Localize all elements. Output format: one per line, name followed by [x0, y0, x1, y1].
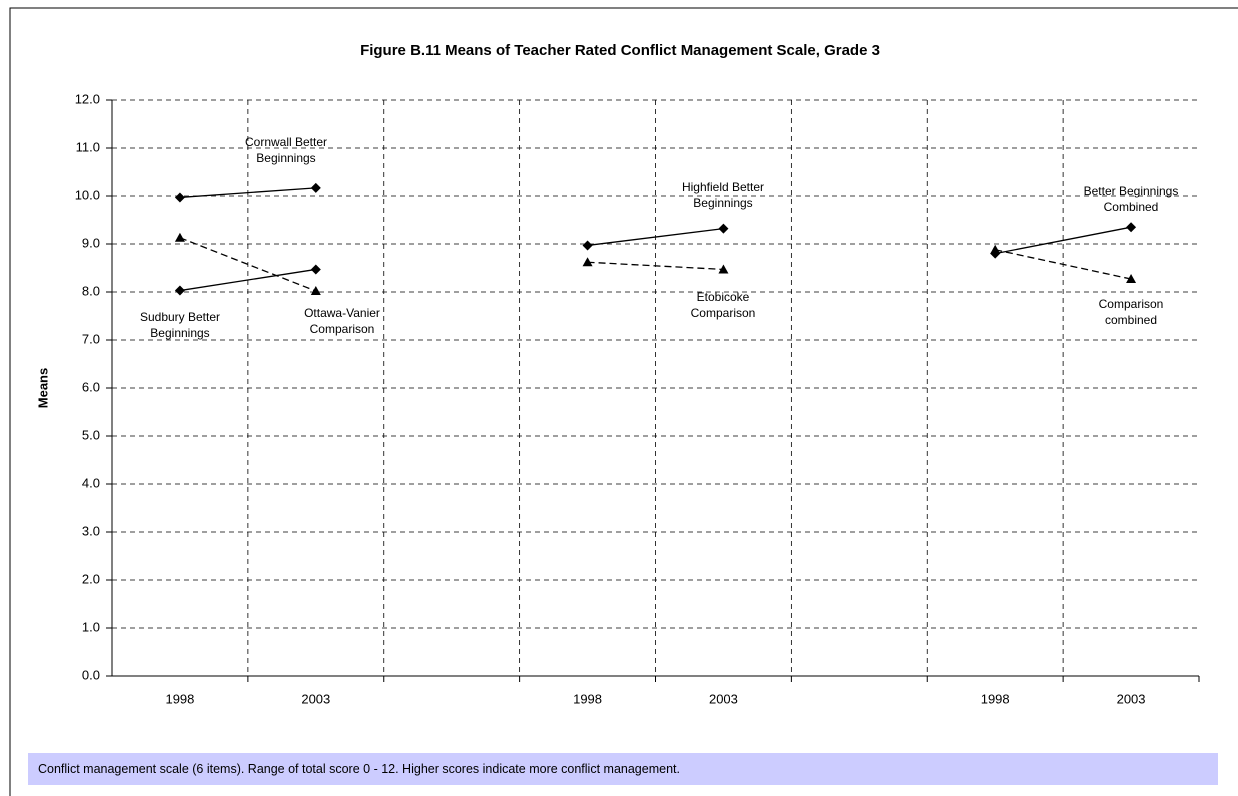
y-tick-label: 9.0 — [82, 235, 100, 250]
series-line — [179, 187, 316, 199]
x-tick-label: 1998 — [981, 691, 1010, 706]
y-tick-label: 7.0 — [82, 331, 100, 346]
series-label: Etobicoke Comparison — [690, 290, 756, 320]
series-line — [995, 249, 1132, 280]
y-tick-label: 11.0 — [76, 139, 100, 154]
marker — [718, 223, 729, 234]
footnote: Conflict management scale (6 items). Ran… — [28, 753, 1218, 785]
marker — [582, 257, 593, 267]
y-tick-label: 0.0 — [82, 667, 100, 682]
series-label: Comparison combined — [1098, 297, 1164, 327]
marker — [174, 232, 185, 242]
x-tick-label: 2003 — [1117, 691, 1146, 706]
marker — [174, 192, 185, 203]
y-tick-label: 3.0 — [82, 523, 100, 538]
x-tick-label: 2003 — [301, 691, 330, 706]
y-axis-label: Means — [35, 368, 50, 408]
y-tick-label: 10.0 — [75, 187, 100, 202]
y-tick-label: 6.0 — [82, 379, 100, 394]
marker — [990, 244, 1001, 254]
y-tick-label: 2.0 — [82, 571, 100, 586]
marker — [1126, 274, 1137, 284]
series-line — [995, 226, 1132, 255]
series-line — [179, 268, 316, 292]
series-line — [587, 261, 724, 271]
marker — [582, 240, 593, 251]
x-tick-label: 1998 — [165, 691, 194, 706]
chart-frame — [9, 7, 1238, 796]
series-label: Cornwall Better Beginnings — [244, 135, 328, 165]
marker — [310, 286, 321, 296]
y-tick-label: 4.0 — [82, 475, 100, 490]
y-tick-label: 1.0 — [82, 619, 100, 634]
marker — [310, 182, 321, 193]
y-tick-label: 5.0 — [82, 427, 100, 442]
x-tick-label: 1998 — [573, 691, 602, 706]
series-label: Highfield Better Beginnings — [681, 180, 765, 210]
series-label: Better Beginnings Combined — [1083, 184, 1179, 214]
series-line — [179, 237, 317, 292]
marker — [1126, 222, 1137, 233]
series-label: Ottawa-Vanier Comparison — [304, 306, 380, 336]
series-label: Sudbury Better Beginnings — [139, 310, 221, 340]
y-tick-label: 8.0 — [82, 283, 100, 298]
marker — [718, 264, 729, 274]
x-tick-label: 2003 — [709, 691, 738, 706]
marker — [174, 285, 185, 296]
marker — [310, 264, 321, 275]
series-line — [587, 227, 724, 247]
y-tick-label: 12.0 — [75, 91, 100, 106]
chart-title: Figure B.11 Means of Teacher Rated Confl… — [360, 42, 880, 59]
